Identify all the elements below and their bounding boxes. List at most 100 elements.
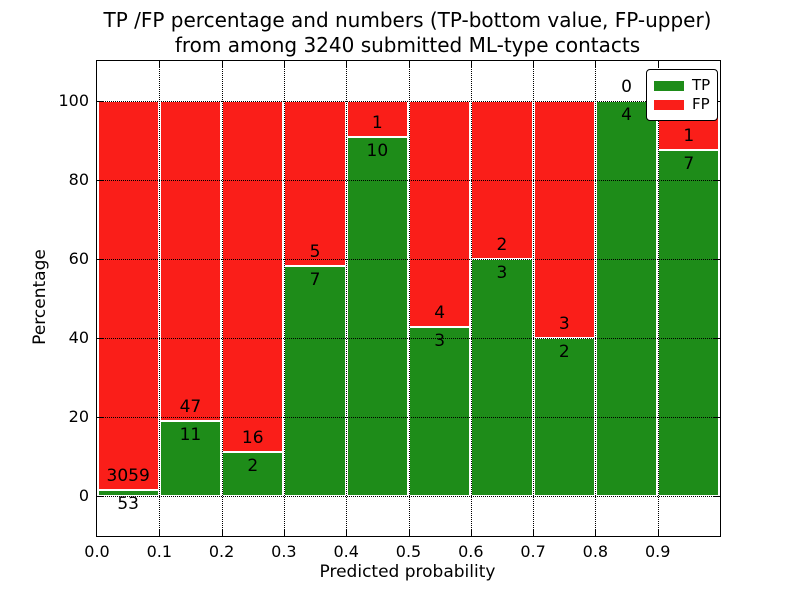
bar-segment-tp xyxy=(533,338,595,497)
y-tick-label: 80 xyxy=(68,169,89,189)
y-tick-label: 60 xyxy=(68,248,89,268)
x-tick-label: 0.2 xyxy=(208,542,235,561)
tp-count-label: 7 xyxy=(683,154,695,175)
y-tick-mark-right xyxy=(714,258,720,260)
tp-count-label: 10 xyxy=(366,140,389,161)
bar-segment-fp xyxy=(97,100,159,490)
bar-segment-fp xyxy=(533,100,595,339)
v-gridline xyxy=(595,61,597,536)
fp-count-label: 1 xyxy=(683,126,695,147)
bar-segment-fp xyxy=(409,100,471,327)
bar-segment-tp xyxy=(284,265,346,497)
x-tick-label: 0.9 xyxy=(644,542,671,561)
x-tick-label: 0.7 xyxy=(520,542,546,561)
x-tick-label: 0.0 xyxy=(84,542,110,561)
bar-segment-tp xyxy=(222,452,284,497)
x-tick-label: 0.4 xyxy=(333,542,359,561)
v-gridline xyxy=(283,61,285,536)
x-tick-mark-top xyxy=(470,61,472,67)
bar-segment-tp xyxy=(409,326,471,497)
fp-count-label: 4 xyxy=(434,302,446,323)
fp-count-label: 3 xyxy=(558,314,570,335)
v-gridline xyxy=(221,61,223,536)
bar-segment-fp xyxy=(346,100,408,137)
v-gridline xyxy=(159,61,161,536)
fp-count-label: 3059 xyxy=(106,465,150,486)
v-gridline xyxy=(657,61,659,536)
x-tick-mark-top xyxy=(657,61,659,67)
legend: TP FP xyxy=(646,69,718,121)
y-tick-mark xyxy=(97,100,103,102)
tp-count-label: 11 xyxy=(179,425,202,446)
x-tick-label: 0.5 xyxy=(395,542,422,561)
legend-item-fp: FP xyxy=(654,96,710,113)
y-tick-mark-right xyxy=(714,179,720,181)
x-tick-mark xyxy=(470,530,472,536)
bar-segment-fp xyxy=(159,100,222,422)
y-tick-label: 20 xyxy=(68,407,89,427)
x-tick-label: 0.6 xyxy=(458,542,484,561)
tp-count-label: 2 xyxy=(558,342,570,363)
fp-count-label: 5 xyxy=(309,241,321,262)
v-gridline xyxy=(533,61,535,536)
x-tick-mark-top xyxy=(159,61,161,67)
x-tick-mark-top xyxy=(408,61,410,67)
chart-title-line2: from among 3240 submitted ML-type contac… xyxy=(174,33,641,57)
y-tick-label: 0 xyxy=(78,486,89,506)
x-tick-mark-top xyxy=(221,61,223,67)
tp-count-label: 53 xyxy=(117,493,139,514)
chart-title-line1: TP /FP percentage and numbers (TP-bottom… xyxy=(103,8,712,32)
tp-count-label: 4 xyxy=(621,104,632,125)
bar-segment-tp xyxy=(159,421,222,497)
y-tick-mark xyxy=(97,258,103,260)
legend-label-tp: TP xyxy=(692,76,711,94)
x-axis-label: Predicted probability xyxy=(319,562,496,582)
bar-segment-fp xyxy=(471,100,533,259)
tp-count-label: 2 xyxy=(247,456,259,477)
y-tick-mark-right xyxy=(714,417,720,419)
y-tick-label: 40 xyxy=(68,328,89,348)
fp-count-label: 47 xyxy=(179,397,202,418)
bar-segment-tp xyxy=(346,136,408,497)
x-tick-label: 0.1 xyxy=(146,542,173,561)
x-tick-mark-top xyxy=(283,61,285,67)
v-gridline xyxy=(346,61,348,536)
x-tick-mark xyxy=(657,530,659,536)
x-tick-mark xyxy=(159,530,161,536)
legend-label-fp: FP xyxy=(692,95,710,113)
tp-count-label: 3 xyxy=(496,262,508,283)
tp-swatch-icon xyxy=(654,80,684,91)
y-tick-mark-right xyxy=(714,496,720,498)
fp-count-label: 16 xyxy=(241,428,264,449)
v-gridline xyxy=(470,61,472,536)
x-tick-mark-top xyxy=(346,61,348,67)
x-tick-mark xyxy=(533,530,535,536)
tp-count-label: 3 xyxy=(434,330,446,351)
y-tick-label: 100 xyxy=(58,90,89,110)
v-gridline xyxy=(408,61,410,536)
bar-segment-tp xyxy=(658,150,720,497)
fp-count-label: 0 xyxy=(621,76,632,97)
x-tick-mark-top xyxy=(533,61,535,67)
bar-segment-fp xyxy=(222,100,284,453)
legend-item-tp: TP xyxy=(654,77,710,94)
bar-segment-tp xyxy=(471,258,533,497)
tp-count-label: 7 xyxy=(309,269,321,290)
x-tick-mark xyxy=(346,530,348,536)
fp-count-label: 1 xyxy=(371,112,383,133)
x-tick-label: 0.8 xyxy=(582,542,609,561)
bar-segment-tp xyxy=(97,489,159,497)
x-tick-mark xyxy=(283,530,285,536)
x-tick-mark xyxy=(408,530,410,536)
x-tick-mark-top xyxy=(595,61,597,67)
bar-segment-tp xyxy=(595,100,658,497)
fp-swatch-icon xyxy=(654,99,684,110)
x-tick-label: 0.3 xyxy=(271,542,297,561)
y-tick-mark xyxy=(97,179,103,181)
plot-area: TP FP 3059 53 47 11 16 2 5 7 1 10 4 3 2 3 3 2 0 4 1 7 0.0 0.1… xyxy=(58,60,721,561)
fp-count-label: 2 xyxy=(496,234,508,255)
y-tick-mark xyxy=(97,338,103,340)
x-tick-mark xyxy=(595,530,597,536)
y-tick-mark xyxy=(97,496,103,498)
